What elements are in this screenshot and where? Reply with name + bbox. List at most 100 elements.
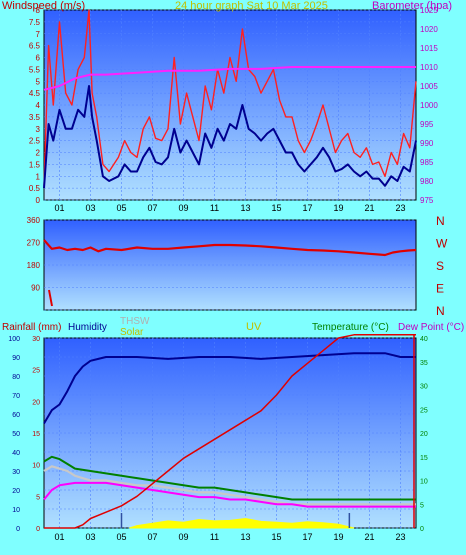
temperature-ytick: 25 bbox=[420, 407, 428, 414]
rainfall-line bbox=[44, 334, 416, 529]
humidity-ytick: 40 bbox=[12, 450, 20, 457]
thsw-line bbox=[43, 465, 416, 506]
thsw-label: THSW bbox=[120, 316, 150, 327]
wind-xtick: 01 bbox=[54, 203, 64, 213]
compass-label: E bbox=[436, 282, 444, 296]
direction-start-mark bbox=[48, 289, 53, 307]
temperature-ytick: 5 bbox=[420, 502, 424, 509]
solar-label: Solar bbox=[120, 327, 144, 338]
wind-ytick: 2.5 bbox=[29, 137, 41, 146]
wind-ytick: 2 bbox=[36, 149, 41, 158]
rainfall-label: Rainfall (mm) bbox=[2, 322, 61, 333]
uv-label: UV bbox=[246, 321, 262, 333]
wind-ytick: 6 bbox=[36, 54, 41, 63]
temp-xtick: 17 bbox=[302, 532, 312, 542]
wind-ytick: 0.5 bbox=[29, 184, 41, 193]
wind-ytick: 6.5 bbox=[29, 42, 41, 51]
temp-xtick: 19 bbox=[333, 532, 343, 542]
wind-xtick: 05 bbox=[116, 203, 126, 213]
gust-line bbox=[43, 9, 417, 186]
barometer-ylabel: Barometer (hpa) bbox=[372, 0, 452, 12]
temp-xtick: 05 bbox=[116, 532, 126, 542]
wind-ytick: 3.5 bbox=[29, 113, 41, 122]
humidity-ytick: 80 bbox=[12, 374, 20, 381]
temp-xtick: 01 bbox=[54, 532, 64, 542]
wind-xtick: 09 bbox=[178, 203, 188, 213]
humidity-ytick: 30 bbox=[12, 469, 20, 476]
barometer-ytick: 985 bbox=[420, 158, 434, 167]
humidity-ytick: 100 bbox=[8, 336, 20, 343]
barometer-ytick: 1020 bbox=[420, 25, 438, 34]
rainfall-ytick: 10 bbox=[32, 463, 40, 470]
temperature-ytick: 10 bbox=[420, 479, 428, 486]
average-wind-line bbox=[43, 85, 417, 189]
compass-label: W bbox=[436, 237, 448, 251]
humidity-ytick: 90 bbox=[12, 355, 20, 362]
humidity-ytick: 20 bbox=[12, 488, 20, 495]
temperature-line bbox=[43, 455, 416, 501]
wind-ytick: 5 bbox=[36, 77, 41, 86]
humidity-line bbox=[43, 352, 416, 425]
barometer-ytick: 975 bbox=[420, 196, 434, 205]
rainfall-ytick: 15 bbox=[32, 431, 40, 438]
temperature-ytick: 15 bbox=[420, 455, 428, 462]
direction-ytick: 270 bbox=[27, 239, 41, 248]
barometer-ytick: 1000 bbox=[420, 101, 438, 110]
wind-xtick: 07 bbox=[147, 203, 157, 213]
wind-xtick: 13 bbox=[240, 203, 250, 213]
wind-xtick: 19 bbox=[333, 203, 343, 213]
temperature-ytick: 40 bbox=[420, 336, 428, 343]
wind-ytick: 1 bbox=[36, 172, 41, 181]
temp-xtick: 09 bbox=[178, 532, 188, 542]
wind-xtick: 23 bbox=[395, 203, 405, 213]
dewpoint-line bbox=[43, 481, 416, 508]
wind-xtick: 17 bbox=[302, 203, 312, 213]
temp-xtick: 23 bbox=[395, 532, 405, 542]
compass-label: N bbox=[436, 304, 445, 318]
wind-ytick: 8 bbox=[36, 6, 41, 15]
humidity-ytick: 60 bbox=[12, 412, 20, 419]
wind-ytick: 4.5 bbox=[29, 89, 41, 98]
humidity-ytick: 50 bbox=[12, 431, 20, 438]
rainfall-ytick: 30 bbox=[32, 336, 40, 343]
barometer-ytick: 1005 bbox=[420, 82, 438, 91]
temp-xtick: 21 bbox=[364, 532, 374, 542]
solar-area bbox=[129, 517, 355, 529]
wind-xtick: 11 bbox=[210, 203, 219, 213]
wind-plot: 0 0.5 1 1.5 2 2.5 3 3.5 4 4.5 5 5.5 6 6.5 7 7.5 8 975 980 9… bbox=[29, 6, 438, 213]
temperature-ytick: 35 bbox=[420, 360, 428, 367]
wind-ylabel: Windspeed (m/s) bbox=[2, 0, 85, 12]
temp-xtick: 15 bbox=[271, 532, 281, 542]
wind-xtick: 03 bbox=[85, 203, 95, 213]
humidity-ytick: 0 bbox=[16, 526, 20, 533]
wind-ytick: 5.5 bbox=[29, 65, 41, 74]
temperature-label: Temperature (°C) bbox=[312, 322, 389, 333]
rainfall-ytick: 5 bbox=[36, 494, 40, 501]
chart-title: 24 hour graph Sat 10 Mar 2025 bbox=[175, 0, 328, 12]
direction-ytick: 90 bbox=[31, 284, 40, 293]
temp-xtick: 07 bbox=[147, 532, 157, 542]
temp-xtick: 11 bbox=[210, 532, 219, 542]
temp-xtick: 03 bbox=[85, 532, 95, 542]
wind-xtick: 21 bbox=[364, 203, 374, 213]
barometer-line bbox=[43, 66, 416, 91]
wind-ytick: 3 bbox=[36, 125, 41, 134]
dewpoint-label: Dew Point (°C) bbox=[398, 322, 464, 333]
rainfall-ytick: 0 bbox=[36, 526, 40, 533]
direction-line bbox=[43, 239, 417, 257]
rainfall-ytick: 20 bbox=[32, 399, 40, 406]
humidity-ytick: 70 bbox=[12, 393, 20, 400]
humidity-ytick: 10 bbox=[12, 507, 20, 514]
temperature-ytick: 30 bbox=[420, 384, 428, 391]
barometer-ytick: 1025 bbox=[420, 6, 438, 15]
rainfall-ytick: 25 bbox=[32, 368, 40, 375]
humidity-label: Humidity bbox=[68, 322, 107, 333]
barometer-ytick: 990 bbox=[420, 139, 434, 148]
compass-label: S bbox=[436, 259, 444, 273]
wind-ytick: 0 bbox=[36, 196, 41, 205]
temperature-ytick: 20 bbox=[420, 431, 428, 438]
wind-ytick: 1.5 bbox=[29, 160, 41, 169]
